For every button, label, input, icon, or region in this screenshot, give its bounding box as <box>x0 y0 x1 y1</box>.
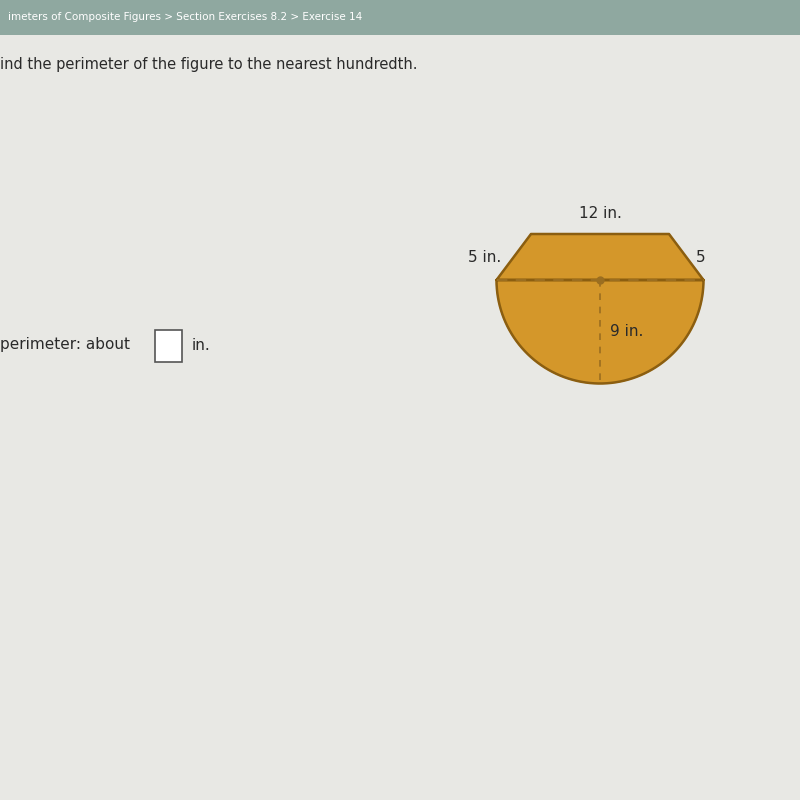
Text: perimeter: about: perimeter: about <box>0 338 130 353</box>
Text: in.: in. <box>192 338 210 353</box>
Text: 12 in.: 12 in. <box>578 206 622 221</box>
Text: 5 in.: 5 in. <box>469 250 502 265</box>
Text: 9 in.: 9 in. <box>610 324 643 339</box>
Text: ind the perimeter of the figure to the nearest hundredth.: ind the perimeter of the figure to the n… <box>0 58 418 73</box>
Text: 5: 5 <box>696 250 706 265</box>
Bar <box>0 0 800 35</box>
Bar <box>155 330 182 362</box>
Text: imeters of Composite Figures > Section Exercises 8.2 > Exercise 14: imeters of Composite Figures > Section E… <box>8 13 362 22</box>
Polygon shape <box>497 234 703 383</box>
